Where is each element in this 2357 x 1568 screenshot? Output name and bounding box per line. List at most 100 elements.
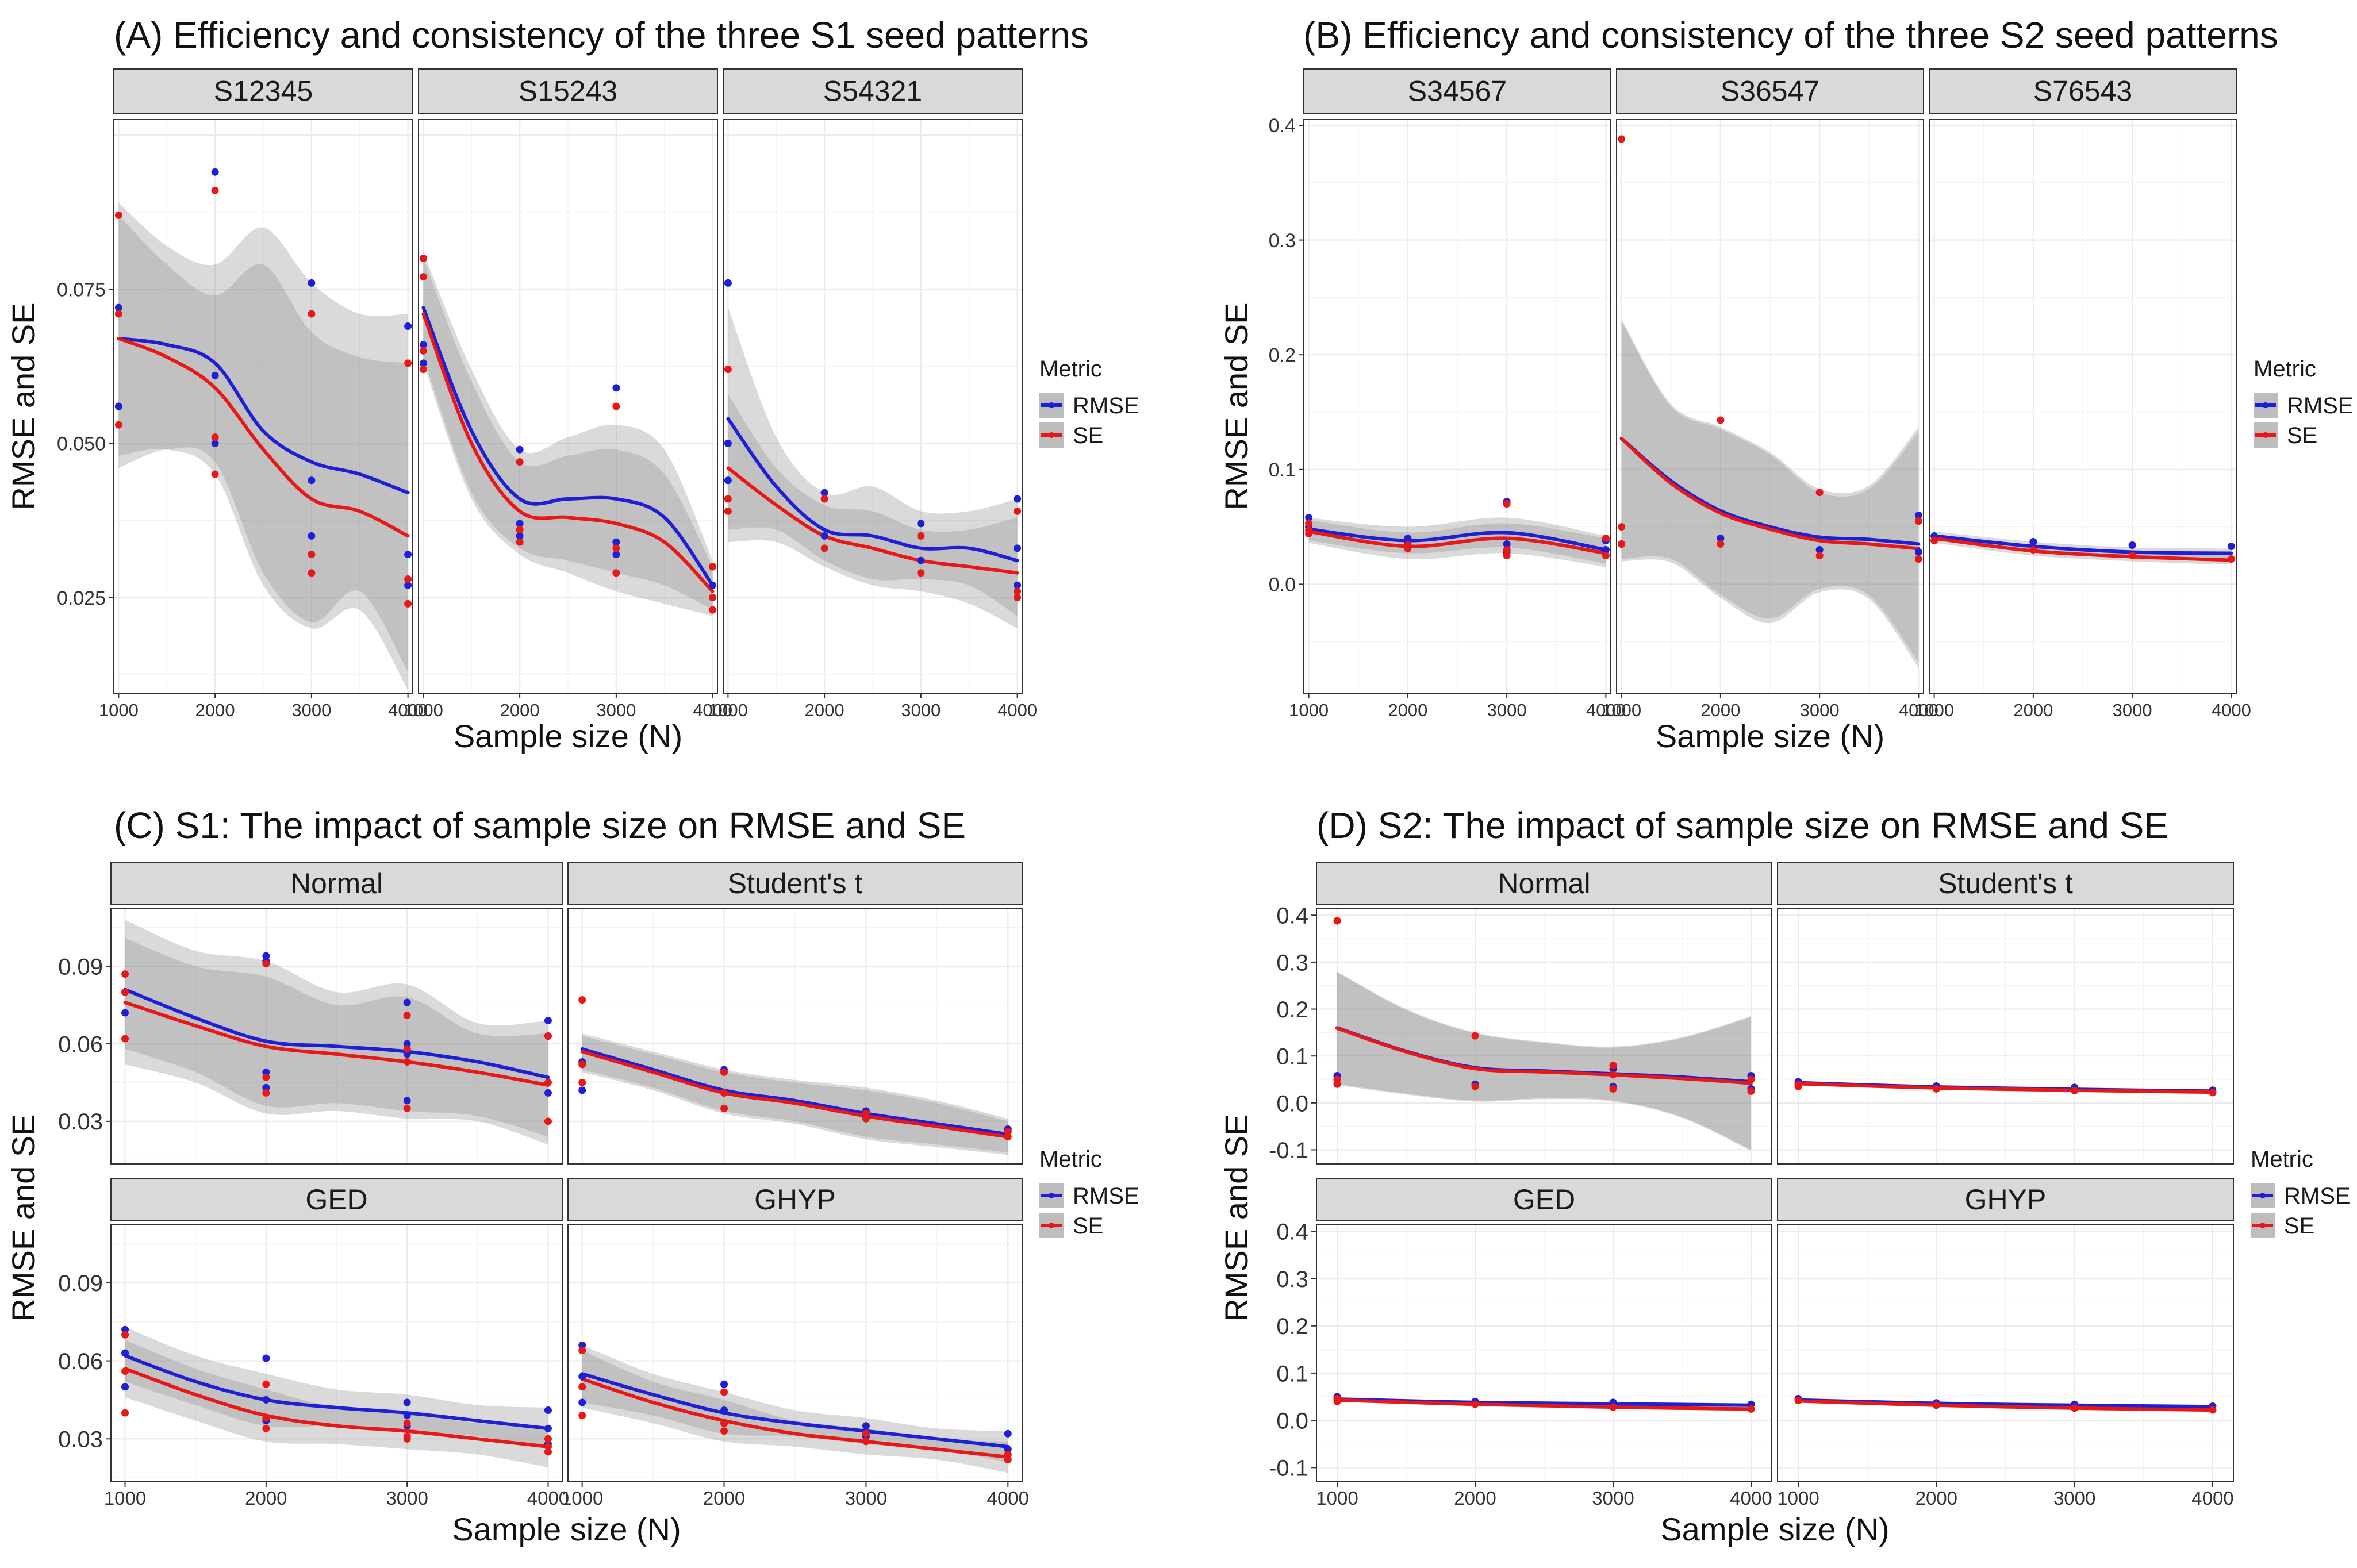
- x-tick-label: 1000: [1602, 700, 1641, 720]
- data-point-se: [1794, 1397, 1802, 1405]
- data-point-se: [820, 544, 828, 552]
- panel-c: (C) S1: The impact of sample size on RMS…: [5, 805, 966, 1547]
- data-point-se: [1747, 1075, 1755, 1083]
- data-point-rmse: [1004, 1445, 1012, 1453]
- data-point-se: [578, 1060, 586, 1069]
- data-point-rmse: [262, 1354, 270, 1362]
- facet-frame: [113, 119, 413, 694]
- data-point-se: [121, 1409, 129, 1417]
- data-point-rmse: [720, 1380, 728, 1388]
- confidence-band-se: [1337, 972, 1751, 1151]
- legend-label: SE: [1073, 423, 1103, 448]
- data-point-rmse: [544, 1424, 552, 1432]
- confidence-band-se: [1621, 321, 1919, 668]
- facet-strip: S36547: [1616, 68, 1924, 114]
- legend-label: RMSE: [1073, 393, 1139, 418]
- data-point-rmse: [308, 476, 316, 485]
- data-point-se: [262, 1073, 270, 1081]
- data-point-se: [404, 575, 412, 583]
- data-point-rmse: [544, 1406, 552, 1415]
- y-tick-label: 0.0: [1276, 1409, 1308, 1434]
- x-tick-label: 3000: [2113, 700, 2152, 720]
- data-point-se: [612, 402, 620, 410]
- smooth-line-rmse: [117, 337, 410, 495]
- y-tick-label: 0.2: [1276, 997, 1308, 1023]
- legend-key-point: [1049, 1223, 1054, 1228]
- x-tick-label: 2000: [1388, 700, 1427, 720]
- smooth-line-rmse: [1932, 534, 2233, 555]
- data-point-rmse: [612, 538, 620, 546]
- data-point-se: [724, 366, 732, 374]
- y-axis-label: RMSE and SE: [5, 1114, 41, 1321]
- x-tick-label: 4000: [2212, 700, 2251, 720]
- data-point-rmse: [2227, 543, 2235, 551]
- data-point-se: [1602, 535, 1610, 543]
- x-tick-label: 1000: [1914, 700, 1954, 720]
- data-point-rmse: [1004, 1429, 1012, 1438]
- gridlines: [1778, 1224, 2233, 1482]
- data-point-se: [1014, 587, 1022, 595]
- data-point-rmse: [1602, 546, 1610, 554]
- legend-key-point: [1049, 432, 1054, 438]
- data-point-se: [262, 1414, 270, 1422]
- facet-strip: S76543: [1929, 68, 2237, 114]
- x-tick-label: 2000: [245, 1488, 287, 1509]
- data-point-se: [720, 1089, 728, 1097]
- data-point-se: [917, 532, 925, 540]
- legend-label: RMSE: [1073, 1183, 1139, 1209]
- y-tick-label: 0.2: [1276, 1314, 1308, 1339]
- data-point-rmse: [516, 520, 524, 528]
- x-tick-label: 4000: [527, 1488, 569, 1509]
- legend: Metric RMSE SE: [1039, 356, 1139, 448]
- data-point-se: [1815, 551, 1824, 559]
- x-tick-label: 4000: [693, 700, 732, 720]
- smooth-line-se: [123, 1367, 550, 1448]
- y-tick-label: 0.3: [1276, 1267, 1308, 1292]
- data-point-rmse: [862, 1422, 870, 1430]
- data-point-rmse: [516, 532, 524, 540]
- legend-key-point: [2263, 402, 2268, 408]
- data-point-se: [114, 421, 122, 429]
- data-point-se: [1747, 1405, 1755, 1413]
- data-point-se: [1747, 1087, 1755, 1095]
- confidence-band-rmse: [1337, 971, 1751, 1150]
- facet-strip-label: S12345: [214, 75, 313, 107]
- data-point-rmse: [211, 168, 219, 176]
- facet-strip-label: S36547: [1721, 75, 1819, 107]
- confidence-band-se: [582, 1036, 1008, 1155]
- gridlines: [1778, 908, 2233, 1164]
- gridlines: [1316, 908, 1772, 1164]
- data-point-se: [404, 359, 412, 367]
- data-point-se: [262, 1380, 270, 1388]
- confidence-band-rmse: [118, 202, 408, 672]
- data-point-se: [578, 1346, 586, 1354]
- data-point-se: [114, 211, 122, 219]
- confidence-band-se: [125, 937, 548, 1145]
- x-axis-label: Sample size (N): [452, 1511, 681, 1547]
- x-tick-label: 3000: [845, 1488, 887, 1509]
- y-tick-label: 0.06: [58, 1349, 103, 1374]
- data-point-rmse: [404, 322, 412, 330]
- x-tick-label: 4000: [388, 700, 428, 720]
- confidence-band-rmse: [423, 252, 713, 610]
- data-point-se: [121, 1035, 129, 1043]
- y-tick-label: 0.03: [58, 1427, 103, 1452]
- data-point-se: [1014, 594, 1022, 602]
- data-point-rmse: [403, 998, 411, 1006]
- x-tick-label: 3000: [1800, 700, 1840, 720]
- facet-s12345: S12345 1000 2000 3000 4000 0.025 0.050 0.075: [57, 68, 428, 720]
- data-point-se: [211, 433, 219, 441]
- facet-frame: [418, 119, 718, 694]
- data-point-se: [1930, 537, 1938, 545]
- facet-strip-label: Normal: [1498, 867, 1590, 900]
- panel-title: (D) S2: The impact of sample size on RMS…: [1316, 805, 2168, 846]
- data-point-se: [709, 594, 717, 602]
- y-tick-label: 0.1: [1276, 1361, 1308, 1386]
- facet-frame: [1616, 119, 1924, 694]
- smooth-line-rmse: [1619, 436, 1921, 546]
- data-point-rmse: [578, 1086, 586, 1094]
- data-point-rmse: [404, 581, 412, 589]
- data-point-se: [1471, 1400, 1479, 1408]
- x-tick-label: 4000: [2191, 1488, 2233, 1509]
- data-point-se: [720, 1388, 728, 1396]
